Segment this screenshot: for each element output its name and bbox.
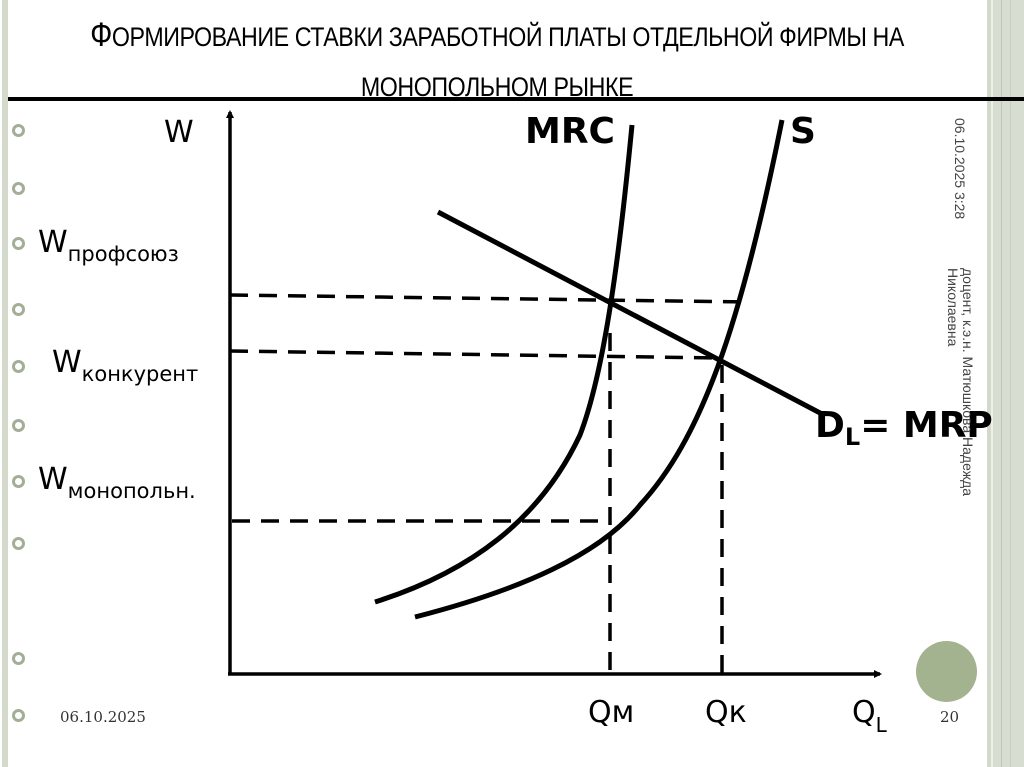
bullet-icon [12,303,25,316]
slide-number: 20 [940,708,960,726]
w-competitive-guide [229,349,723,360]
bullet-icon [12,124,25,137]
bullet-icon [12,475,25,488]
mrp-demand-line [436,209,824,417]
w-union-label: Wпрофсоюз [38,225,179,267]
w-competitive-label: Wконкурент [52,345,199,387]
w-union-guide [229,293,749,304]
side-datetime: 06.10.2025 3:28 [952,118,968,220]
demand-label: DL= MRP [815,405,993,452]
mrc-curve [374,124,635,605]
right-decor-bars [982,0,1024,767]
w-monopsony-label: Wмонопольн. [38,462,196,504]
bullet-icon [12,709,25,722]
bullet-icon [12,237,25,250]
q-competitive-label: Qк [705,695,747,730]
bullet-icon [12,360,25,373]
side-author: доцент, к.э.н. Матюшкова Надежда [960,268,976,497]
mrc-label: MRC [525,111,615,152]
title-divider [8,97,1024,101]
footer-date: 06.10.2025 [60,708,146,726]
bullet-icon [12,182,25,195]
x-axis-label: QL [852,695,887,738]
y-axis-label: W [164,115,194,150]
supply-curve [414,119,785,620]
bullet-icon [12,537,25,550]
slide-number-circle-icon [916,641,977,702]
bullet-icon [12,652,25,665]
left-decor-bar [2,0,8,767]
supply-label: S [790,111,816,152]
side-author-line2: Николаевна [945,268,961,347]
q-monopsony-label: Qм [588,695,635,730]
bullet-icon [12,419,25,432]
